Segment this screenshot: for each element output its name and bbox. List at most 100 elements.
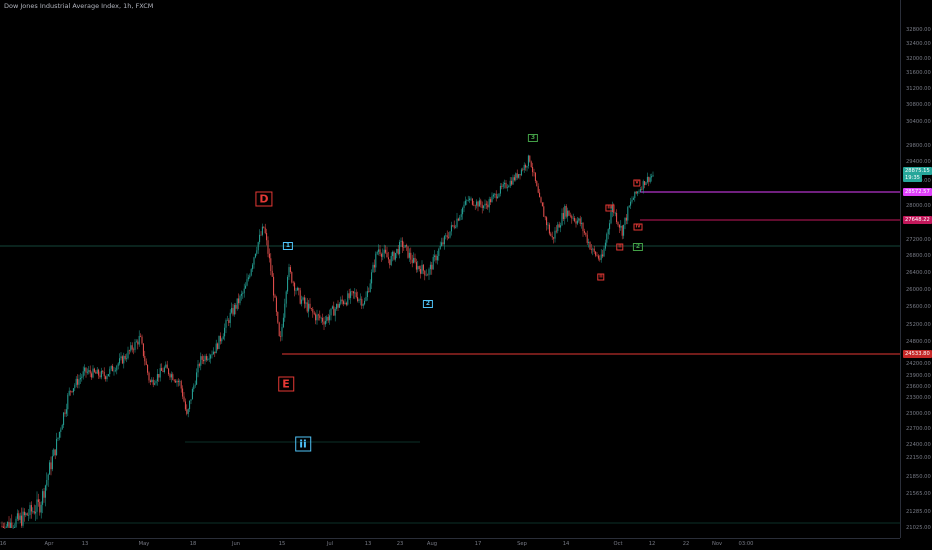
candle-body — [281, 327, 283, 337]
candle-body — [533, 172, 535, 173]
wave-label[interactable]: ii — [295, 436, 311, 452]
candle-body — [263, 226, 265, 228]
wave-label[interactable]: iv — [633, 223, 643, 231]
candle-body — [207, 358, 209, 360]
candle-body — [63, 412, 65, 426]
candle-body — [509, 180, 511, 187]
candle-body — [264, 227, 266, 234]
candle-body — [621, 225, 623, 236]
candle-body — [148, 372, 150, 381]
price-tick-label: 31200.00 — [906, 86, 931, 93]
candle-body — [169, 374, 171, 378]
candle-body — [424, 270, 426, 276]
price-tick-label: 21850.00 — [906, 473, 931, 480]
wave-label[interactable]: D — [255, 191, 273, 207]
candle-body — [113, 370, 115, 372]
wave-label[interactable]: 3 — [527, 134, 539, 142]
candle-body — [341, 299, 343, 302]
candle-body — [107, 374, 109, 377]
wave-label[interactable]: ii — [597, 273, 605, 281]
candlestick-series[interactable] — [1, 154, 654, 529]
time-tick-label: 15 — [278, 541, 286, 547]
candle-body — [432, 257, 434, 270]
candle-body — [210, 355, 212, 359]
candle-body — [418, 266, 420, 269]
candle-body — [343, 301, 345, 304]
candle-body — [474, 205, 476, 207]
candle-body — [240, 293, 242, 296]
wave-label[interactable]: ii — [616, 243, 624, 251]
wave-label[interactable]: 1 — [282, 242, 294, 250]
candle-body — [606, 234, 608, 243]
candle-body — [436, 256, 438, 261]
candle-body — [567, 210, 569, 217]
candle-body — [89, 370, 91, 374]
candle-body — [365, 297, 367, 301]
candle-body — [376, 251, 378, 254]
candle-body — [8, 521, 10, 528]
candle-body — [536, 181, 538, 187]
candle-body — [529, 155, 531, 162]
price-tick-label: 21565.00 — [906, 491, 931, 498]
wave-label[interactable]: v — [633, 179, 641, 187]
candle-body — [334, 308, 336, 316]
candle-body — [558, 224, 560, 228]
candle-body — [526, 166, 528, 168]
candle-body — [219, 335, 221, 342]
candle-body — [200, 356, 202, 366]
candle-body — [261, 226, 263, 235]
wave-label[interactable]: iii — [605, 204, 615, 212]
candle-body — [469, 198, 471, 201]
candle-body — [348, 293, 350, 298]
time-tick-label: 14 — [562, 541, 570, 547]
candle-body — [553, 237, 555, 239]
candle-body — [393, 251, 395, 260]
candle-body — [476, 201, 478, 206]
candle-body — [614, 212, 616, 214]
candle-body — [625, 217, 627, 221]
candle-body — [37, 499, 39, 502]
candle-body — [638, 191, 640, 192]
time-tick-label: Aug — [426, 541, 438, 547]
candle-body — [54, 449, 56, 456]
wave-label[interactable]: E — [278, 376, 294, 392]
wave-label[interactable]: 2 — [422, 300, 434, 308]
candle-body — [473, 204, 475, 206]
candle-body — [285, 291, 287, 304]
candle-body — [12, 528, 14, 529]
candle-body — [574, 218, 576, 222]
candle-body — [459, 216, 461, 221]
candle-body — [4, 528, 6, 529]
candle-body — [117, 363, 119, 367]
candle-body — [330, 308, 332, 316]
candle-body — [130, 345, 132, 351]
candle-body — [18, 513, 20, 520]
candle-body — [413, 257, 415, 263]
candle-body — [259, 234, 261, 243]
price-tag: 28572.57 — [903, 188, 932, 196]
price-tick-label: 24800.00 — [906, 339, 931, 345]
candle-body — [392, 251, 394, 256]
wave-label[interactable]: 2 — [632, 243, 644, 251]
candle-body — [233, 305, 235, 315]
candle-body — [57, 437, 59, 440]
candle-body — [620, 225, 622, 228]
candle-body — [60, 429, 62, 432]
price-tick-label: 26000.00 — [906, 287, 931, 293]
candle-body — [9, 522, 11, 528]
candle-body — [198, 364, 200, 366]
candle-body — [438, 249, 440, 257]
candle-body — [372, 264, 374, 273]
candle-body — [596, 255, 598, 257]
candle-body — [449, 231, 451, 238]
candle-body — [611, 205, 613, 213]
candle-body — [301, 299, 303, 304]
candle-body — [236, 298, 238, 309]
candle-body — [593, 248, 595, 252]
time-tick-label: 18 — [189, 541, 197, 547]
candle-body — [74, 385, 76, 389]
candle-body — [217, 343, 219, 349]
candle-body — [477, 201, 479, 207]
